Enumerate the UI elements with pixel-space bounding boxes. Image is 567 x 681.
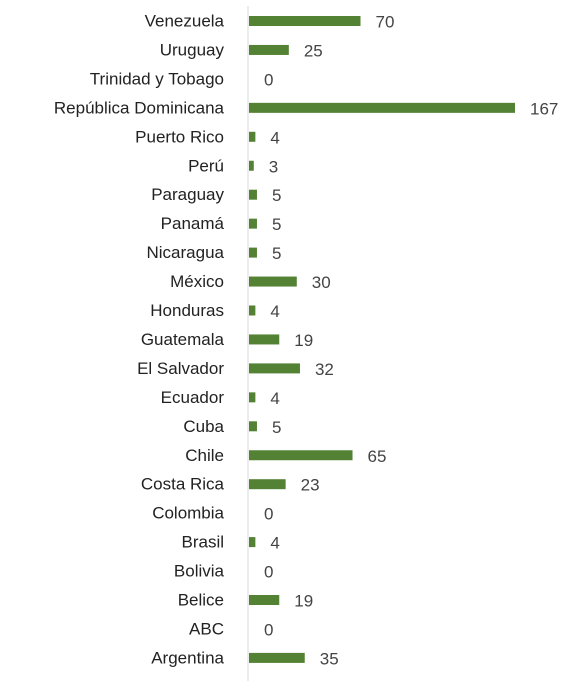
bar-uruguay [249, 44, 289, 55]
value-label-venezuela: 70 [375, 13, 394, 32]
bar-honduras [249, 305, 256, 316]
value-label-bolivia: 0 [264, 563, 273, 582]
value-label-abc: 0 [264, 620, 273, 639]
bar-cuba [249, 421, 257, 432]
bar-paraguay [249, 189, 257, 200]
value-label-republica-dominicana: 167 [530, 99, 558, 118]
bar-costa-rica [249, 479, 286, 490]
value-label-ecuador: 4 [270, 389, 279, 408]
value-label-mexico: 30 [312, 273, 331, 292]
category-label-republica-dominicana: República Dominicana [54, 98, 225, 117]
bar-mexico [249, 276, 297, 287]
value-label-cuba: 5 [272, 418, 281, 437]
category-label-bolivia: Bolivia [174, 562, 225, 581]
category-label-costa-rica: Costa Rica [141, 475, 225, 494]
value-label-costa-rica: 23 [301, 476, 320, 495]
category-label-nicaragua: Nicaragua [147, 243, 225, 262]
category-label-puerto-rico: Puerto Rico [135, 127, 224, 146]
category-label-abc: ABC [189, 619, 224, 638]
bar-venezuela [249, 16, 361, 26]
value-label-peru: 3 [269, 157, 278, 176]
bar-guatemala [249, 334, 280, 345]
bar-belice [249, 595, 280, 605]
bar-nicaragua [249, 247, 257, 258]
value-label-panama: 5 [272, 215, 281, 234]
bar-republica-dominicana [249, 102, 515, 113]
bar-peru [249, 160, 254, 171]
value-label-el-salvador: 32 [315, 360, 334, 379]
bar-argentina [249, 652, 305, 663]
value-label-trinidad-y-tobago: 0 [264, 70, 273, 89]
category-label-guatemala: Guatemala [141, 330, 225, 349]
value-label-brasil: 4 [270, 534, 279, 553]
value-label-belice: 19 [294, 592, 313, 611]
value-label-guatemala: 19 [294, 331, 313, 350]
category-label-ecuador: Ecuador [161, 388, 225, 407]
category-label-venezuela: Venezuela [145, 12, 225, 31]
category-label-cuba: Cuba [183, 417, 224, 436]
category-label-mexico: México [170, 272, 224, 291]
value-label-paraguay: 5 [272, 186, 281, 205]
category-label-colombia: Colombia [152, 504, 224, 523]
category-label-panama: Panamá [161, 214, 225, 233]
category-label-chile: Chile [185, 446, 224, 465]
category-label-trinidad-y-tobago: Trinidad y Tobago [90, 69, 224, 88]
bar-series: Venezuela 70 Uruguay 25 Trinidad y Tobago 0 Re… [54, 12, 558, 669]
category-label-argentina: Argentina [151, 648, 224, 667]
value-label-uruguay: 25 [304, 41, 323, 60]
value-label-chile: 65 [368, 447, 387, 466]
value-label-nicaragua: 5 [272, 244, 281, 263]
category-label-brasil: Brasil [181, 533, 224, 552]
category-label-belice: Belice [178, 591, 224, 610]
category-label-peru: Perú [188, 156, 224, 175]
value-label-colombia: 0 [264, 505, 273, 524]
value-label-argentina: 35 [320, 649, 339, 668]
bar-ecuador [249, 392, 256, 403]
category-label-paraguay: Paraguay [151, 185, 224, 204]
category-label-el-salvador: El Salvador [137, 359, 224, 378]
category-label-uruguay: Uruguay [160, 40, 225, 59]
bar-puerto-rico [249, 131, 256, 142]
category-label-honduras: Honduras [150, 301, 224, 320]
bar-chile [249, 450, 353, 461]
value-label-puerto-rico: 4 [270, 128, 279, 147]
bar-el-salvador [249, 363, 300, 374]
bar-brasil [249, 537, 256, 548]
bar-panama [249, 218, 257, 229]
value-label-honduras: 4 [270, 302, 279, 321]
